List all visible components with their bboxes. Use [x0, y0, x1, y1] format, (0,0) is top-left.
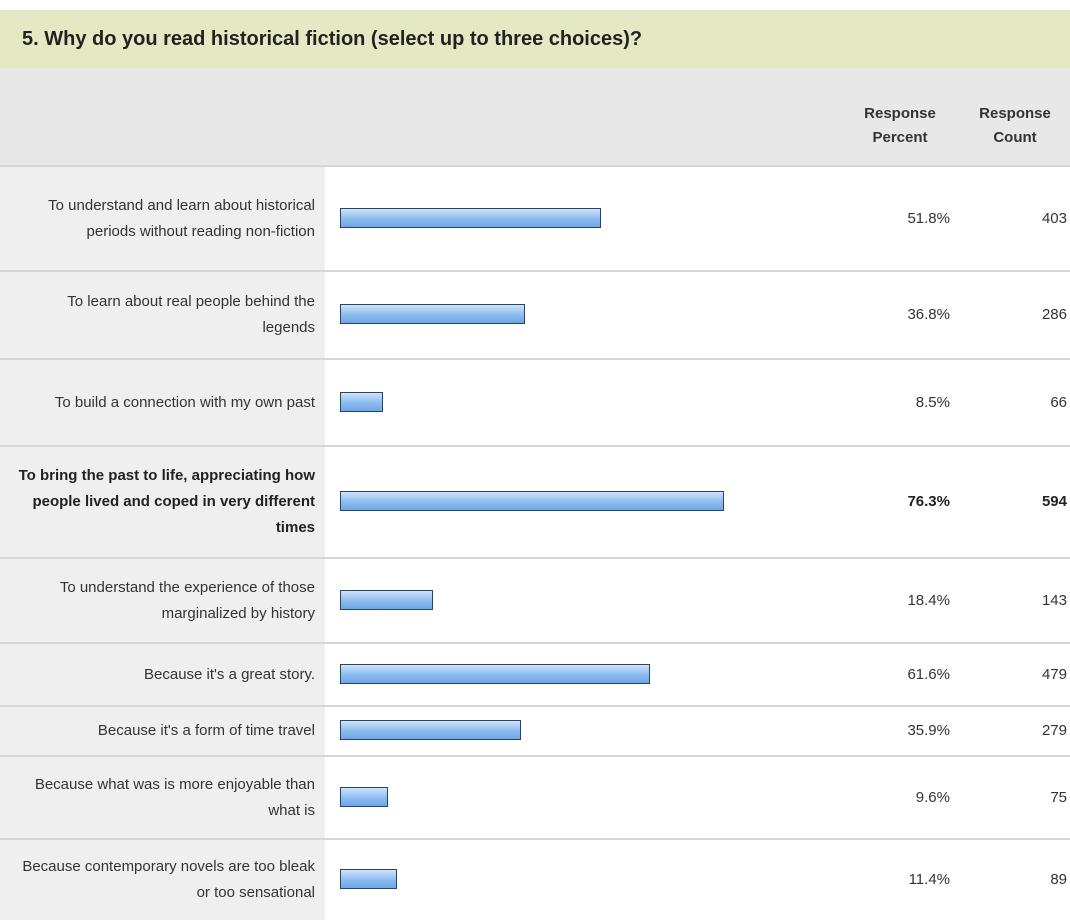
percent-bar — [340, 720, 521, 740]
response-percent: 36.8% — [907, 306, 950, 323]
row-label-cell: To understand and learn about historical… — [0, 167, 325, 270]
row-label-cell: To learn about real people behind the le… — [0, 272, 325, 358]
row-label-cell: Because what was is more enjoyable than … — [0, 757, 325, 838]
response-percent: 9.6% — [915, 788, 950, 806]
percent-header: Response Percent — [864, 105, 936, 146]
response-count: 594 — [1041, 493, 1067, 510]
response-percent: 18.4% — [907, 591, 950, 609]
table-row: To build a connection with my own past 8.… — [0, 358, 1070, 445]
response-percent: 11.4% — [908, 871, 950, 888]
response-count: 75 — [1050, 788, 1067, 806]
row-label-cell: To build a connection with my own past — [0, 360, 325, 445]
percent-bar — [340, 304, 526, 324]
percent-bar — [340, 391, 383, 412]
row-label-cell: Because it's a form of time travel — [0, 707, 325, 755]
row-label-cell: To bring the past to life, appreciating … — [0, 447, 325, 557]
percent-bar — [340, 663, 650, 684]
table-row: To bring the past to life, appreciating … — [0, 445, 1070, 557]
row-label: Because contemporary novels are too blea… — [22, 858, 315, 901]
response-percent: 8.5% — [915, 393, 950, 411]
response-count: 286 — [1041, 306, 1067, 323]
row-label: To bring the past to life, appreciating … — [18, 467, 315, 536]
response-percent: 61.6% — [907, 665, 950, 683]
percent-bar — [340, 491, 724, 511]
row-label: To build a connection with my own past — [54, 393, 315, 411]
table-header: Response Percent Response Count — [0, 68, 1070, 165]
row-label-cell: Because contemporary novels are too blea… — [0, 840, 325, 920]
row-label: Because what was is more enjoyable than … — [34, 775, 315, 819]
table-row: Because contemporary novels are too blea… — [0, 838, 1070, 920]
percent-bar — [340, 869, 398, 889]
response-percent: 76.3% — [907, 493, 950, 510]
row-label: To understand the experience of those ma… — [59, 578, 315, 622]
response-count: 66 — [1050, 393, 1067, 411]
table-row: To learn about real people behind the le… — [0, 270, 1070, 358]
question-title: 5. Why do you read historical fiction (s… — [0, 10, 1070, 68]
table-row: Because it's a form of time travel 35.9% 2… — [0, 705, 1070, 755]
table-row: To understand and learn about historical… — [0, 165, 1070, 270]
row-label-cell: To understand the experience of those ma… — [0, 559, 325, 642]
count-header: Response Count — [979, 105, 1051, 146]
percent-bar — [340, 786, 389, 807]
percent-bar — [340, 207, 601, 228]
response-count: 279 — [1041, 722, 1067, 739]
row-label-cell: Because it's a great story. — [0, 644, 325, 705]
response-count: 403 — [1041, 209, 1067, 227]
response-percent: 51.8% — [907, 209, 950, 227]
row-label: To learn about real people behind the le… — [67, 293, 315, 336]
row-label: Because it's a great story. — [144, 665, 315, 683]
row-label: To understand and learn about historical… — [48, 196, 315, 240]
row-label: Because it's a form of time travel — [97, 722, 315, 739]
percent-bar — [340, 589, 433, 610]
response-percent: 35.9% — [907, 722, 950, 739]
table-row: To understand the experience of those ma… — [0, 557, 1070, 642]
response-count: 89 — [1050, 871, 1067, 888]
response-count: 143 — [1041, 591, 1067, 609]
table-row: Because what was is more enjoyable than … — [0, 755, 1070, 838]
response-count: 479 — [1041, 665, 1067, 683]
table-row: Because it's a great story. 61.6% 479 — [0, 642, 1070, 705]
